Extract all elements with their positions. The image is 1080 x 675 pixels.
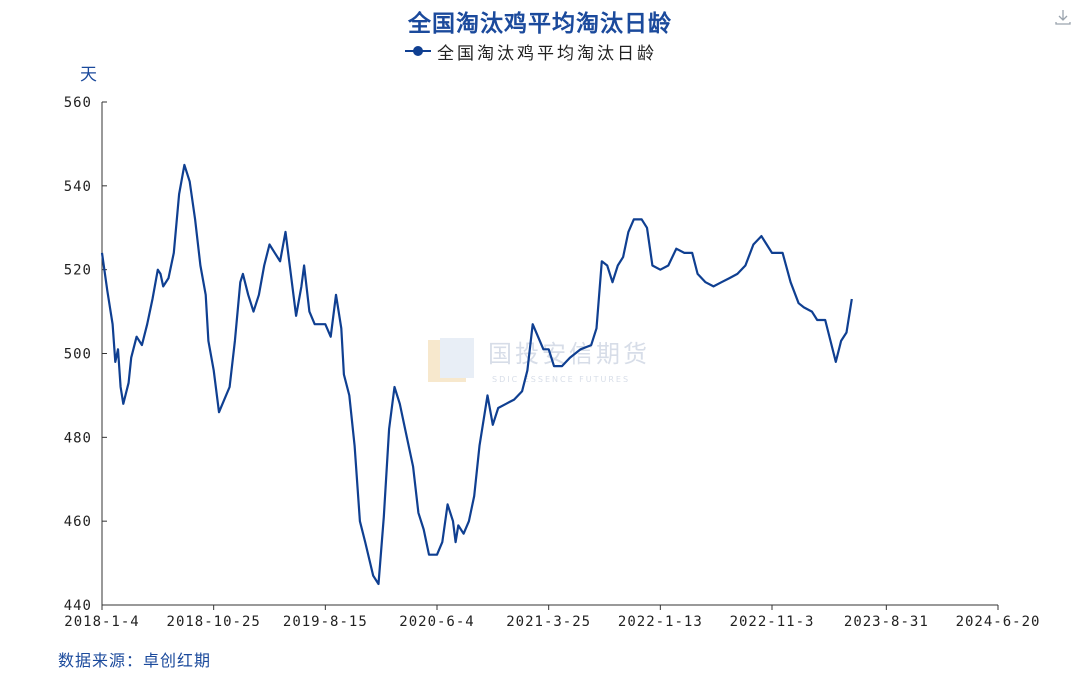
x-tick-label: 2024-6-20 (956, 614, 1041, 630)
legend-line-marker-icon (405, 44, 431, 58)
download-icon[interactable] (1054, 8, 1072, 26)
watermark-text-en: SDIC ESSENCE FUTURES (492, 375, 630, 384)
y-tick-label: 480 (64, 430, 92, 446)
x-tick-label: 2020-6-4 (399, 614, 474, 630)
watermark-text-cn: 国投安信期货 (488, 340, 650, 368)
x-tick-label: 2019-8-15 (283, 614, 368, 630)
y-tick-label: 520 (64, 263, 92, 279)
x-tick-label: 2023-8-31 (844, 614, 929, 630)
x-tick-label: 2018-1-4 (64, 614, 139, 630)
data-source: 数据来源：卓创红期 (58, 651, 212, 670)
legend[interactable]: 全国淘汰鸡平均淘汰日龄 (405, 40, 657, 64)
watermark: 国投安信期货 SDIC ESSENCE FUTURES (428, 338, 650, 384)
y-tick-label: 460 (64, 514, 92, 530)
chart-title: 全国淘汰鸡平均淘汰日龄 (408, 11, 672, 37)
y-tick-label: 440 (64, 598, 92, 614)
y-tick-label: 540 (64, 179, 92, 195)
legend-label: 全国淘汰鸡平均淘汰日龄 (437, 43, 657, 64)
x-tick-label: 2021-3-25 (506, 614, 591, 630)
y-tick-label: 560 (64, 95, 92, 111)
x-tick-label: 2022-11-3 (730, 614, 815, 630)
x-tick-label: 2018-10-25 (167, 614, 261, 630)
x-tick-label: 2022-1-13 (618, 614, 703, 630)
y-axis-unit: 天 (80, 65, 97, 85)
y-tick-label: 500 (64, 347, 92, 363)
series-line (100, 163, 853, 586)
